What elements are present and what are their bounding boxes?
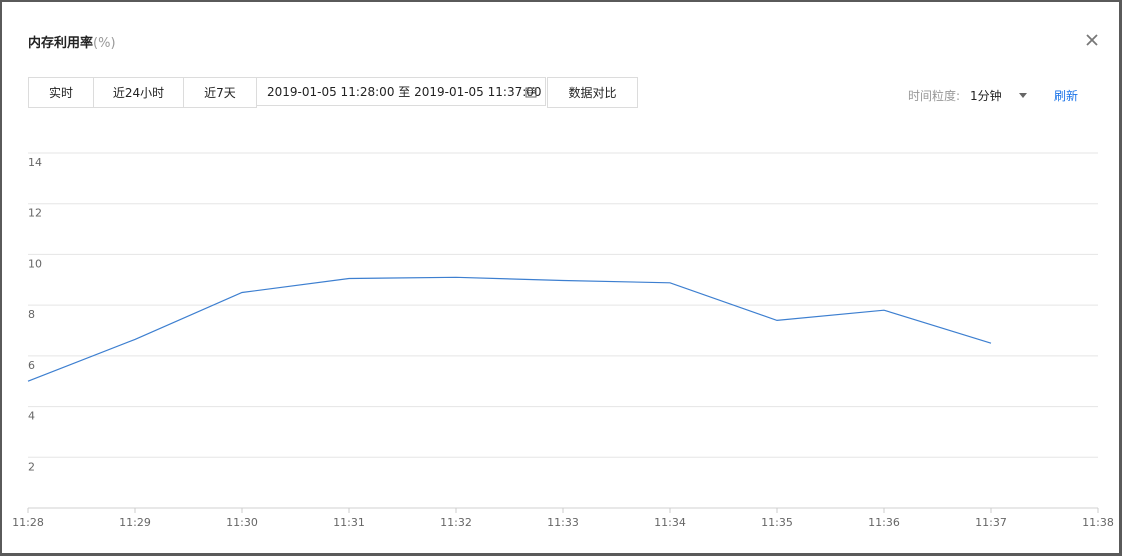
x-tick-label: 11:35 xyxy=(761,516,793,529)
y-tick-label: 2 xyxy=(28,460,35,473)
y-tick-label: 8 xyxy=(28,308,35,321)
data-point[interactable] xyxy=(239,289,245,295)
y-tick-label: 14 xyxy=(28,156,42,169)
y-tick-label: 10 xyxy=(28,257,42,270)
x-tick-label: 11:33 xyxy=(547,516,579,529)
granularity-control: 时间粒度: 1分钟 xyxy=(908,87,1028,104)
y-tick-label: 6 xyxy=(28,359,35,372)
last-24h-button[interactable]: 近24小时 xyxy=(93,77,184,108)
x-tick-label: 11:31 xyxy=(333,516,365,529)
data-point[interactable] xyxy=(453,274,459,280)
x-tick-label: 11:30 xyxy=(226,516,258,529)
x-tick-label: 11:34 xyxy=(654,516,686,529)
x-tick-label: 11:36 xyxy=(868,516,900,529)
data-point[interactable] xyxy=(881,307,887,313)
dialog-title-unit: (%) xyxy=(93,36,116,51)
refresh-link[interactable]: 刷新 xyxy=(1054,89,1079,103)
x-tick-label: 11:37 xyxy=(975,516,1007,529)
calendar-icon[interactable] xyxy=(525,86,537,101)
time-range-toolbar: 实时 近24小时 近7天 2019-01-05 11:28:00 至 2019-… xyxy=(28,77,638,108)
x-tick-label: 11:32 xyxy=(440,516,472,529)
data-compare-button[interactable]: 数据对比 xyxy=(547,77,638,108)
y-tick-label: 4 xyxy=(28,410,35,423)
data-point[interactable] xyxy=(25,378,31,384)
chevron-down-icon[interactable] xyxy=(1019,93,1028,98)
y-tick-label: 12 xyxy=(28,207,42,220)
date-range-picker[interactable]: 2019-01-05 11:28:00 至 2019-01-05 11:37:0… xyxy=(256,77,546,106)
data-point[interactable] xyxy=(560,278,566,284)
x-tick-label: 11:29 xyxy=(119,516,151,529)
data-point[interactable] xyxy=(774,317,780,323)
data-point[interactable] xyxy=(667,280,673,286)
data-point[interactable] xyxy=(988,340,994,346)
close-icon[interactable] xyxy=(1082,30,1102,50)
x-tick-label: 11:28 xyxy=(12,516,44,529)
realtime-button[interactable]: 实时 xyxy=(28,77,94,108)
dialog-title: 内存利用率(%) xyxy=(28,32,116,51)
granularity-select[interactable]: 1分钟 xyxy=(970,89,1002,103)
x-tick-label: 11:38 xyxy=(1082,516,1114,529)
memory-usage-series-line[interactable] xyxy=(27,276,992,382)
last-7d-button[interactable]: 近7天 xyxy=(183,77,257,108)
date-range-text: 2019-01-05 11:28:00 至 2019-01-05 11:37:0… xyxy=(267,85,542,99)
data-point[interactable] xyxy=(346,276,352,282)
data-point[interactable] xyxy=(132,336,138,342)
dialog-title-text: 内存利用率 xyxy=(28,36,94,51)
granularity-label: 时间粒度: xyxy=(908,89,961,103)
